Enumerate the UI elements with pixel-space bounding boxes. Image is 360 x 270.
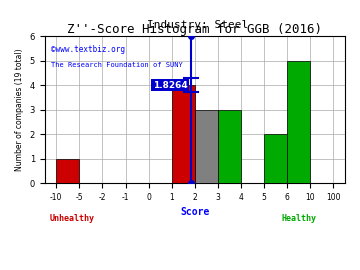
- Bar: [218, 110, 241, 183]
- Title: Z''-Score Histogram for GGB (2016): Z''-Score Histogram for GGB (2016): [67, 23, 322, 36]
- Bar: [56, 158, 79, 183]
- Text: The Research Foundation of SUNY: The Research Foundation of SUNY: [51, 62, 183, 68]
- Text: Industry: Steel: Industry: Steel: [147, 20, 249, 30]
- Bar: [287, 60, 310, 183]
- Text: Unhealthy: Unhealthy: [49, 214, 94, 223]
- Text: ©www.textbiz.org: ©www.textbiz.org: [51, 45, 125, 54]
- Bar: [264, 134, 287, 183]
- Text: 1.8264: 1.8264: [153, 81, 187, 90]
- Text: Healthy: Healthy: [281, 214, 316, 223]
- Bar: [195, 110, 218, 183]
- Y-axis label: Number of companies (19 total): Number of companies (19 total): [15, 48, 24, 171]
- X-axis label: Score: Score: [180, 207, 210, 217]
- Bar: [172, 85, 195, 183]
